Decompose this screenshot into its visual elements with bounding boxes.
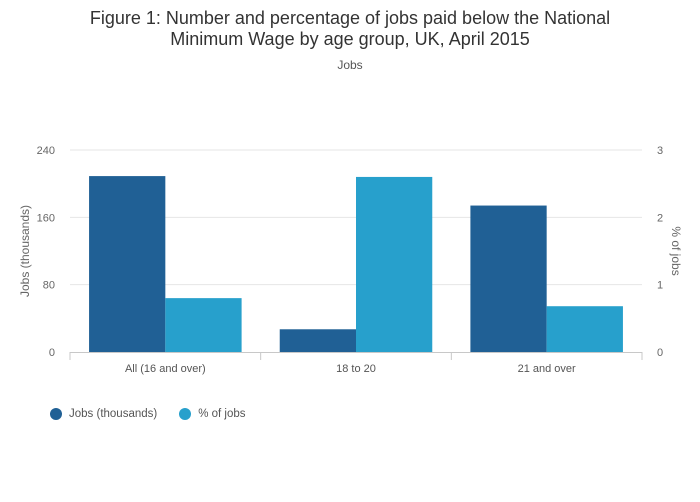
x-tick-label: 21 and over — [518, 363, 576, 375]
bar — [356, 176, 433, 352]
y-left-tick-label: 240 — [37, 145, 55, 157]
chart-title-line-1: Figure 1: Number and percentage of jobs … — [89, 8, 611, 28]
legend-item: Jobs (thousands) — [50, 408, 157, 420]
bar — [165, 298, 242, 352]
y-right-tick-label: 0 — [657, 347, 663, 359]
bar — [279, 329, 356, 352]
x-tick-label: All (16 and over) — [125, 363, 206, 375]
chart-title: Figure 1: Number and percentage of jobs … — [0, 8, 700, 50]
bar — [470, 205, 547, 352]
y-left-axis-label: Jobs (thousands) — [18, 205, 32, 297]
bar — [546, 306, 623, 352]
legend-label: Jobs (thousands) — [69, 408, 158, 420]
chart-title-line-2: Minimum Wage by age group, UK, April 201… — [170, 29, 530, 49]
legend-item: % of jobs — [179, 408, 246, 420]
y-right-tick-label: 2 — [657, 212, 663, 224]
y-right-tick-label: 3 — [657, 145, 663, 157]
x-tick-label: 18 to 20 — [336, 363, 376, 375]
y-right-axis-label: % of jobs — [669, 226, 683, 275]
y-right-tick-label: 1 — [657, 280, 663, 292]
chart-legend: Jobs (thousands) % of jobs — [50, 408, 246, 420]
legend-swatch — [50, 408, 62, 420]
legend-label: % of jobs — [198, 408, 246, 420]
chart-subtitle: Jobs — [337, 58, 363, 72]
y-left-tick-label: 0 — [49, 347, 55, 359]
bar — [89, 176, 166, 352]
bar-chart: 0 80 160 240 0 1 2 3 Jobs (thousands) % of jobs Al… — [18, 145, 683, 375]
legend-swatch — [179, 408, 192, 420]
y-left-tick-label: 160 — [37, 212, 55, 224]
y-left-tick-label: 80 — [43, 280, 55, 292]
